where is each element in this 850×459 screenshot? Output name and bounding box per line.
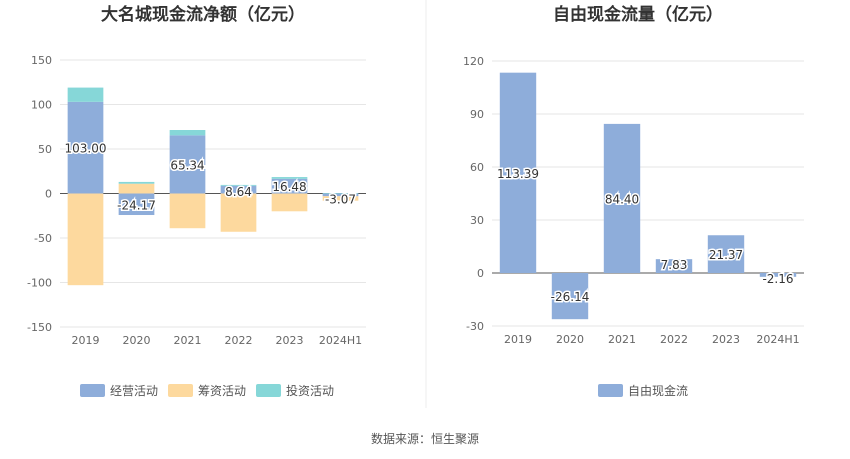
legend-label: 自由现金流	[628, 383, 688, 398]
bar-经营活动	[169, 135, 206, 194]
x-tick-label: 2024H1	[756, 333, 799, 346]
net-cashflow-chart: 大名城现金流净额（亿元） 150 100 50 0 -50 -100 -150 2019 2020…	[27, 4, 366, 398]
legend-swatch	[80, 384, 105, 397]
data-label: -26.14	[551, 290, 590, 304]
data-label: 113.39	[497, 167, 539, 181]
legend-swatch	[168, 384, 193, 397]
y-tick-label: 120	[463, 55, 484, 68]
bar-经营活动	[220, 185, 257, 194]
y-tick-label: 90	[470, 108, 484, 121]
x-tick-label: 2021	[608, 333, 636, 346]
bar-筹资活动	[67, 193, 104, 286]
chart-title: 大名城现金流净额（亿元）	[101, 4, 305, 24]
data-label: -2.16	[762, 272, 793, 286]
y-tick-label: 150	[31, 54, 52, 67]
y-tick-label: 50	[38, 143, 52, 156]
y-tick-label: 60	[470, 161, 484, 174]
y-tick-label: 100	[31, 99, 52, 112]
bar-经营活动	[271, 178, 308, 194]
bar-投资活动	[169, 130, 206, 136]
bar-经营活动	[67, 101, 104, 194]
bar-自由现金流	[707, 235, 745, 273]
bar-筹资活动	[118, 183, 155, 194]
data-label: 21.37	[709, 248, 743, 262]
bar-自由现金流	[759, 273, 797, 277]
x-tick-label: 2021	[174, 334, 202, 347]
data-label: -24.17	[117, 198, 156, 212]
x-tick-label: 2020	[556, 333, 584, 346]
legend-label: 经营活动	[110, 384, 158, 398]
bar-自由现金流	[551, 273, 589, 320]
bar-自由现金流	[603, 123, 641, 273]
x-tick-label: 2024H1	[319, 334, 362, 347]
bar-投资活动	[271, 177, 308, 179]
bar-筹资活动	[169, 193, 206, 229]
bar-筹资活动	[271, 193, 308, 212]
bar-投资活动	[322, 193, 359, 194]
bar-经营活动	[322, 193, 359, 197]
x-tick-label: 2022	[225, 334, 253, 347]
bar-投资活动	[220, 184, 257, 186]
bar-投资活动	[118, 181, 155, 184]
bar-筹资活动	[322, 196, 359, 201]
legend-swatch	[598, 384, 623, 397]
bar-自由现金流	[655, 259, 693, 273]
bar-自由现金流	[499, 72, 537, 273]
y-tick-label: 30	[470, 214, 484, 227]
y-tick-label: -100	[27, 277, 52, 290]
x-tick-label: 2019	[72, 334, 100, 347]
y-tick-label: -30	[466, 320, 484, 333]
data-label: 7.83	[661, 258, 688, 272]
data-label: 103.00	[65, 142, 107, 156]
y-tick-label: 0	[477, 267, 484, 280]
x-tick-label: 2022	[660, 333, 688, 346]
data-label: 8.64	[225, 185, 252, 199]
x-tick-label: 2023	[276, 334, 304, 347]
x-tick-label: 2020	[123, 334, 151, 347]
data-source-footer: 数据来源：恒生聚源	[370, 432, 479, 446]
data-label: 65.34	[170, 158, 204, 172]
x-tick-label: 2023	[712, 333, 740, 346]
x-tick-label: 2019	[504, 333, 532, 346]
y-tick-label: -150	[27, 321, 52, 334]
legend-swatch	[256, 384, 281, 397]
free-cashflow-chart: 自由现金流量（亿元） 120 90 60 30 0 -30 2019 2020 2021 2022 2…	[463, 4, 804, 398]
data-label: 84.40	[605, 192, 639, 206]
y-tick-label: 0	[45, 188, 52, 201]
data-label: 16.48	[272, 180, 306, 194]
bar-筹资活动	[220, 193, 257, 232]
y-tick-label: -50	[34, 232, 52, 245]
data-label: -3.07	[325, 193, 356, 207]
legend-label: 投资活动	[286, 383, 334, 398]
bar-投资活动	[67, 87, 104, 102]
chart-title: 自由现金流量（亿元）	[553, 4, 723, 24]
bar-经营活动	[118, 193, 155, 216]
legend-label: 筹资活动	[198, 384, 246, 398]
